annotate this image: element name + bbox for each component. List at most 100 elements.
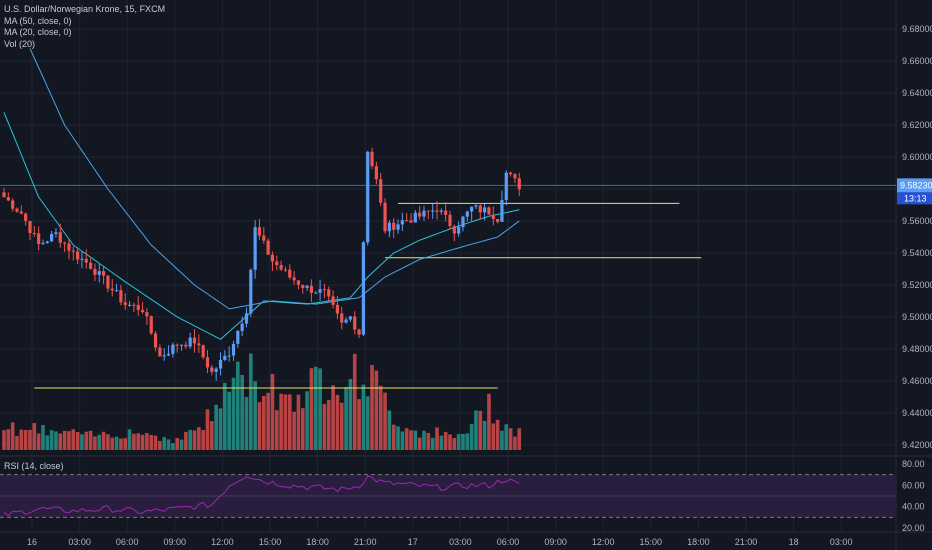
volume-bar (422, 430, 426, 450)
volume-bar (71, 429, 76, 450)
legend-symbol[interactable]: U.S. Dollar/Norwegian Krone, 15, FXCM (4, 4, 166, 14)
volume-bar (361, 384, 366, 450)
volume-bar (88, 430, 93, 450)
candle-body (270, 254, 275, 262)
volume-bar (443, 431, 448, 450)
candle-body (353, 316, 357, 330)
volume-bar (153, 435, 158, 450)
candle-body (97, 271, 101, 275)
volume-bar (495, 419, 500, 450)
volume-bar (223, 382, 227, 450)
volume-bar (322, 403, 327, 450)
x-tick-label: 18:00 (306, 537, 329, 547)
candle-body (231, 343, 236, 356)
volume-bar (218, 408, 223, 450)
volume-bar (127, 429, 132, 450)
candle-body (266, 240, 270, 255)
candle-body (153, 333, 158, 348)
candle-body (71, 250, 75, 252)
volume-bar (404, 428, 409, 450)
x-tick-label: 09:00 (164, 537, 187, 547)
candle-body (461, 216, 465, 228)
volume-bar (210, 421, 214, 450)
candle-body (392, 222, 396, 230)
candle-body (400, 220, 404, 225)
candle-body (158, 347, 162, 357)
candle-body (123, 302, 127, 305)
volume-bar (279, 393, 283, 450)
candle-body (379, 179, 383, 203)
volume-bar (383, 392, 387, 450)
candle-body (500, 200, 504, 222)
candle-body (366, 151, 370, 243)
volume-bar (244, 397, 249, 450)
volume-bar (41, 425, 45, 450)
candle-body (474, 205, 478, 207)
candle-body (496, 219, 500, 222)
price-label-box (897, 178, 932, 193)
candle-body (119, 290, 123, 303)
x-tick-label: 18:00 (687, 537, 710, 547)
volume-bar (67, 431, 71, 450)
volume-bar (197, 427, 201, 450)
legend-rsi[interactable]: RSI (14, close) (4, 461, 64, 471)
volume-bar (62, 430, 67, 450)
volume-bar (344, 386, 348, 450)
candle-body (19, 211, 23, 214)
candle-body (28, 220, 32, 234)
volume-bar (101, 431, 106, 450)
volume-bar (365, 396, 370, 450)
y-tick-label: 9.64000 (902, 88, 932, 98)
candle-body (413, 212, 417, 223)
candle-body (132, 304, 136, 306)
volume-bar (456, 434, 461, 450)
candle-body (370, 151, 374, 167)
volume-bar (132, 433, 136, 450)
volume-bar (145, 433, 149, 450)
volume-bar (28, 429, 32, 450)
candle-body (422, 210, 426, 217)
ma-slow-line (29, 48, 520, 310)
candle-body (296, 280, 301, 285)
candle-body (127, 304, 132, 306)
candle-body (331, 296, 335, 305)
x-tick-label: 12:00 (211, 537, 234, 547)
volume-bar (348, 378, 353, 450)
y-tick-label: 9.44000 (902, 408, 932, 418)
volume-bar (482, 420, 487, 450)
candle-body (431, 210, 435, 212)
candle-body (327, 289, 331, 297)
volume-bar (84, 431, 89, 450)
candle-body (166, 353, 171, 356)
axes: 9.680009.660009.640009.620009.600009.580… (27, 24, 932, 547)
volume-bar (339, 402, 344, 450)
legend-ma20[interactable]: MA (20, close, 0) (4, 27, 72, 37)
volume-bar (179, 439, 184, 450)
candle-body (6, 197, 10, 201)
candle-body (318, 289, 322, 293)
legend-ma50[interactable]: MA (50, close, 0) (4, 15, 72, 26)
volume-bar (262, 395, 266, 450)
volume-bar (54, 431, 58, 450)
candle-body (236, 330, 240, 344)
volume-bar (75, 431, 80, 450)
x-tick-label: 17 (408, 537, 418, 547)
candle-body (2, 192, 6, 198)
legend-vol[interactable]: Vol (20) (4, 38, 36, 49)
candle-body (188, 337, 192, 347)
volume-bar (10, 422, 15, 450)
y-tick-label: 9.46000 (902, 376, 932, 386)
candle-body (253, 227, 257, 270)
candle-body (149, 316, 153, 334)
candle-body (257, 227, 262, 236)
volume-bar (335, 394, 340, 450)
volume-bar (461, 433, 465, 450)
volume-bar (36, 433, 41, 450)
volume-bar (119, 438, 123, 450)
price-label-text: 9.58230 (900, 180, 932, 190)
candle-body (288, 269, 292, 278)
volume-bar (201, 430, 205, 450)
volume-bar (430, 437, 435, 450)
y-tick-label: 9.52000 (902, 280, 932, 290)
